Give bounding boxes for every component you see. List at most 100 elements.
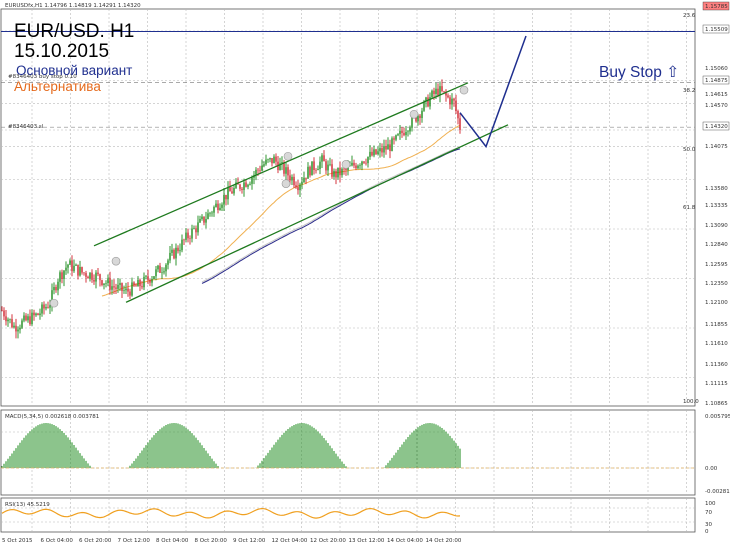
candle-body xyxy=(459,118,461,130)
candle-body xyxy=(435,88,437,95)
chart-date: 15.10.2015 xyxy=(14,41,109,62)
candle-body xyxy=(243,182,245,190)
candle-body xyxy=(207,213,209,220)
candle-body xyxy=(65,267,67,271)
candle-body xyxy=(325,161,327,171)
candle-body xyxy=(37,313,39,316)
candle-body xyxy=(275,156,277,162)
candle-body xyxy=(111,286,113,290)
candle-body xyxy=(137,279,139,287)
candle-body xyxy=(247,184,249,187)
time-tick: 14 Oct 04:00 xyxy=(387,538,423,544)
candle-body xyxy=(437,88,439,96)
candle-body xyxy=(107,278,109,284)
candle-body xyxy=(45,306,47,309)
candle-body xyxy=(397,134,399,136)
pivot-marker xyxy=(409,110,419,119)
candle-body xyxy=(151,278,153,283)
candle-body xyxy=(189,238,191,239)
candle-body xyxy=(109,278,111,290)
candle-body xyxy=(125,288,127,291)
candle-body xyxy=(311,161,313,176)
candle-body xyxy=(119,283,121,285)
fib-label: 23.6 xyxy=(683,13,696,19)
candle-body xyxy=(353,162,355,166)
candle-body xyxy=(455,100,457,112)
candle-body xyxy=(19,327,21,330)
candle-body xyxy=(235,182,237,188)
candle-body xyxy=(381,148,383,153)
price-tick: 1.11360 xyxy=(705,362,728,368)
candle-body xyxy=(129,291,131,296)
candle-body xyxy=(369,151,371,157)
candle-body xyxy=(301,182,303,185)
candle-body xyxy=(91,272,93,280)
macd-histogram xyxy=(1,423,695,469)
candle-body xyxy=(177,247,179,252)
price-tick: 1.14075 xyxy=(705,144,728,150)
candle-body xyxy=(345,168,347,170)
candle-body xyxy=(409,127,411,132)
candle-body xyxy=(163,271,165,273)
candle-body xyxy=(159,265,161,273)
price-tag xyxy=(702,121,730,131)
pivot-marker xyxy=(111,256,121,266)
candle-body xyxy=(105,283,107,284)
fib-label: 100.0 xyxy=(683,399,699,405)
rsi-scale: 30 xyxy=(705,522,712,528)
price-tick: 1.11855 xyxy=(705,322,728,328)
candle-body xyxy=(81,267,83,273)
price-tick: 1.14570 xyxy=(705,103,728,109)
candle-body xyxy=(375,149,377,155)
candle-body xyxy=(335,170,337,178)
rsi-scale: 100 xyxy=(705,501,716,507)
rsi-label: RSI(13) 45.5219 xyxy=(5,502,50,508)
candle-body xyxy=(49,305,51,308)
price-tick: 1.12100 xyxy=(705,300,728,306)
candle-body xyxy=(73,265,75,272)
candle-body xyxy=(457,111,459,119)
candle-body xyxy=(75,264,77,266)
price-tag xyxy=(702,75,730,85)
candle-body xyxy=(379,148,381,152)
candle-body xyxy=(149,279,151,283)
candle-body xyxy=(241,188,243,190)
channel-upper xyxy=(93,82,469,247)
candle-body xyxy=(173,249,175,259)
candle-body xyxy=(201,216,203,219)
pivot-marker xyxy=(283,151,293,161)
candle-body xyxy=(401,130,403,133)
candle-body xyxy=(71,260,73,272)
candle-body xyxy=(123,290,125,291)
price-tick: 1.12350 xyxy=(705,281,728,287)
candle-body xyxy=(333,170,335,177)
candle-body xyxy=(297,187,299,191)
candle-body xyxy=(61,272,63,279)
order-label-2: #8346403 sl xyxy=(8,124,44,130)
candle-body xyxy=(155,269,157,277)
candle-body xyxy=(417,115,419,122)
candle-body xyxy=(47,306,49,308)
candle-body xyxy=(165,264,167,272)
candle-body xyxy=(257,169,259,171)
candlesticks xyxy=(1,79,461,339)
candle-body xyxy=(7,319,9,322)
candle-body xyxy=(13,325,15,328)
candle-body xyxy=(169,252,171,261)
macd-scale: 0.005795 xyxy=(705,414,730,420)
candle-body xyxy=(99,274,101,281)
chart-title: EUR/USD. H1 xyxy=(14,21,134,42)
time-tick: 5 Oct 2015 xyxy=(2,538,33,544)
candle-body xyxy=(79,267,81,276)
candle-body xyxy=(231,191,233,194)
macd-pane xyxy=(0,409,696,496)
price-tick: 1.14320 xyxy=(705,124,728,130)
candle-body xyxy=(205,219,207,223)
candle-body xyxy=(361,161,363,166)
candle-body xyxy=(393,138,395,140)
time-tick: 6 Oct 04:00 xyxy=(41,538,74,544)
candle-body xyxy=(303,177,305,183)
candle-body xyxy=(415,115,417,122)
candle-body xyxy=(371,151,373,156)
